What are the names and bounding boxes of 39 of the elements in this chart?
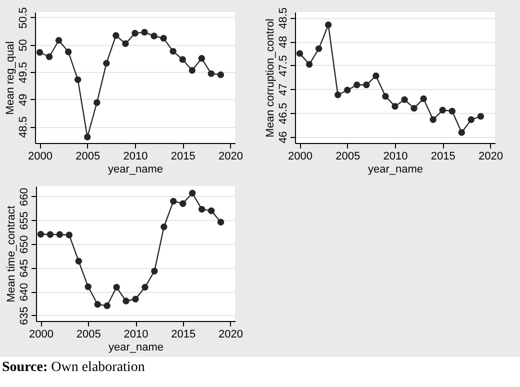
y-tick-label: 640 <box>18 282 30 302</box>
x-tick-label: 2020 <box>218 328 244 340</box>
y-tick-label: 48 <box>278 36 290 48</box>
y-tick-label: 50.5 <box>18 7 30 29</box>
x-tick-label: 2010 <box>123 150 148 162</box>
y-tick-label: 50 <box>18 39 30 52</box>
y-tick-label: 47.5 <box>278 55 290 77</box>
y-tick-label: 48.5 <box>278 8 290 29</box>
x-tick-label: 2005 <box>336 150 360 162</box>
y-axis-title: Mean reg_qual <box>4 41 16 115</box>
y-axis-title: Mean corruption_control <box>264 18 276 138</box>
x-tick-label: 2005 <box>76 328 101 340</box>
x-tick-label: 2000 <box>28 150 53 162</box>
y-tick-label: 635 <box>18 306 30 325</box>
x-axis-title: year_name <box>108 164 164 176</box>
y-tick-label: 46.5 <box>278 102 290 124</box>
y-tick-label: 660 <box>18 188 30 206</box>
x-tick-label: 2015 <box>430 150 456 162</box>
y-axis-title: Mean time_contract <box>6 206 18 302</box>
y-tick-label: 650 <box>18 235 30 254</box>
x-tick-label: 2000 <box>28 328 54 340</box>
x-tick-label: 2020 <box>478 150 503 162</box>
y-tick-label: 46 <box>278 131 290 144</box>
x-tick-label: 2005 <box>76 150 100 162</box>
y-tick-label: 49.5 <box>18 62 30 84</box>
x-tick-label: 2020 <box>218 150 243 162</box>
x-tick-label: 2015 <box>171 328 196 340</box>
y-tick-label: 645 <box>18 259 30 278</box>
y-tick-label: 655 <box>18 212 30 230</box>
x-axis-title: year_name <box>368 164 424 176</box>
y-tick-label: 49 <box>18 94 30 106</box>
x-tick-label: 2010 <box>124 328 148 340</box>
x-tick-label: 2010 <box>383 150 408 162</box>
x-tick-label: 2015 <box>170 150 196 162</box>
x-tick-label: 2000 <box>288 150 313 162</box>
source-note: Source: Own elaboration <box>2 360 145 376</box>
x-axis-title: year_name <box>108 342 164 354</box>
y-tick-label: 48.5 <box>18 116 30 138</box>
y-tick-label: 47 <box>278 84 290 96</box>
